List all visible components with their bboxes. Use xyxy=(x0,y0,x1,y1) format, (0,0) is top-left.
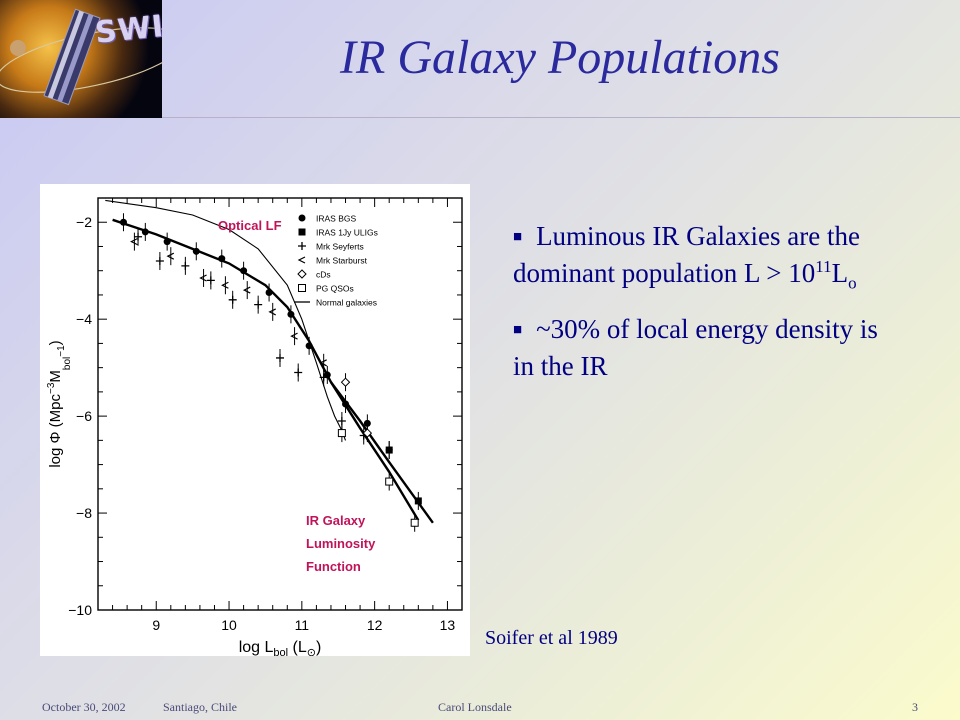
x-tick-label: 12 xyxy=(367,617,383,633)
bullet-1-text: Luminous IR Galaxies are the dominant po… xyxy=(513,221,860,288)
data-point-mrk-seyferts xyxy=(181,261,190,270)
x-tick-label: 11 xyxy=(295,617,310,633)
data-point-mrk-seyferts xyxy=(337,416,346,425)
data-point-iras-1jy-uligs xyxy=(385,446,393,454)
slide-title: IR Galaxy Populations xyxy=(340,31,780,84)
title-rule xyxy=(162,117,960,118)
data-point-mrk-seyferts xyxy=(155,257,164,266)
y-tick-label: −10 xyxy=(68,602,92,618)
data-point-iras-bgs xyxy=(363,419,371,427)
legend-label: cDs xyxy=(316,270,331,280)
bullet-1-subscript: o xyxy=(848,273,857,293)
square-bullet-icon: ■ xyxy=(513,228,523,245)
bullet-list: ■ Luminous IR Galaxies are the dominant p… xyxy=(513,218,893,404)
swire-logo: SWIRE xyxy=(0,0,162,118)
data-point-iras-bgs xyxy=(342,400,350,408)
data-point-cds xyxy=(340,377,351,387)
x-axis-label: log Lbol (L⊙) xyxy=(239,639,322,656)
legend-marker xyxy=(298,228,306,236)
data-point-iras-bgs xyxy=(240,267,248,275)
chart-svg: 9 10 11 12 13 −2 −4 −6 −8 −10 log Lbol (L⊙) log Φ (… xyxy=(46,197,463,659)
y-tick-label: −6 xyxy=(76,408,92,424)
data-point-mrk-starburst xyxy=(199,274,207,282)
legend-marker xyxy=(298,284,306,292)
data-point-mrk-seyferts xyxy=(319,373,328,382)
legend-label: PG QSOs xyxy=(316,284,354,294)
data-point-mrk-starburst xyxy=(268,308,276,316)
x-tick-label: 9 xyxy=(152,617,160,633)
data-point-cds xyxy=(362,428,373,438)
data-point-pg-qsos xyxy=(337,429,346,438)
ir-lf-label-line2: Luminosity xyxy=(306,536,376,551)
data-point-iras-bgs xyxy=(287,310,295,318)
bullet-2-text: ~30% of local energy density is in the I… xyxy=(513,313,878,381)
data-point-iras-bgs xyxy=(119,218,127,226)
data-point-iras-bgs xyxy=(141,228,149,236)
bullet-1: ■ Luminous IR Galaxies are the dominant p… xyxy=(513,218,893,291)
footer-page-number: 3 xyxy=(912,700,918,714)
legend-label: IRAS BGS xyxy=(316,214,356,224)
data-point-pg-qsos xyxy=(385,477,394,486)
luminosity-function-figure: 9 10 11 12 13 −2 −4 −6 −8 −10 log Lbol (L⊙) log Φ (… xyxy=(40,184,470,659)
data-point-mrk-seyferts xyxy=(206,276,215,285)
data-point-mrk-seyferts xyxy=(294,368,303,377)
data-point-mrk-seyferts xyxy=(134,232,143,241)
x-tick-label: 10 xyxy=(221,617,237,633)
legend-marker xyxy=(297,269,307,279)
data-point-mrk-starburst xyxy=(130,238,138,246)
ir-lf-label-line3: Function xyxy=(306,559,361,574)
data-point-iras-bgs xyxy=(163,238,171,246)
y-tick-label: −4 xyxy=(76,311,92,327)
legend-label: Mrk Seyferts xyxy=(316,242,364,252)
footer-location: Santiago, Chile xyxy=(163,700,237,714)
plot-frame xyxy=(97,197,463,611)
legend-marker xyxy=(298,214,306,222)
citation: Soifer et al 1989 xyxy=(485,627,618,649)
legend-label: Normal galaxies xyxy=(316,298,377,308)
legend-label: IRAS 1Jy ULIGs xyxy=(316,228,378,238)
bullet-2: ■ ~30% of local energy density is in the … xyxy=(513,311,893,384)
footer-date: October 30, 2002 xyxy=(42,700,126,714)
legend-marker xyxy=(298,242,306,250)
legend-marker xyxy=(297,256,306,264)
y-tick-label: −2 xyxy=(76,214,92,230)
y-axis-label: log Φ (Mpc−3Mbol−1) xyxy=(46,340,73,467)
x-tick-label: 13 xyxy=(440,617,456,633)
legend-label: Mrk Starburst xyxy=(316,256,368,266)
optical-lf-label: Optical LF xyxy=(218,218,282,233)
data-point-iras-bgs xyxy=(305,342,313,350)
footer-author: Carol Lonsdale xyxy=(438,700,512,714)
data-point-mrk-starburst xyxy=(242,286,251,294)
data-point-iras-bgs xyxy=(218,255,226,263)
curve-ir-fit xyxy=(112,218,434,524)
data-point-iras-1jy-uligs xyxy=(414,497,422,505)
telescope-icon xyxy=(0,8,162,106)
ir-lf-label-line1: IR Galaxy xyxy=(306,513,366,528)
data-point-mrk-starburst xyxy=(221,281,229,289)
data-point-mrk-starburst xyxy=(166,252,175,260)
data-point-iras-bgs xyxy=(192,247,200,255)
data-point-mrk-starburst xyxy=(319,359,327,367)
data-point-mrk-starburst xyxy=(290,332,298,340)
y-tick-label: −8 xyxy=(76,505,92,521)
square-bullet-icon: ■ xyxy=(513,321,523,338)
data-point-mrk-seyferts xyxy=(228,295,237,304)
data-point-mrk-seyferts xyxy=(276,353,284,362)
bullet-1-exponent: 11 xyxy=(815,256,832,276)
data-point-iras-bgs xyxy=(265,289,273,297)
bullet-1-symbol: L xyxy=(831,257,849,288)
data-point-pg-qsos xyxy=(410,518,419,527)
data-point-iras-bgs xyxy=(323,371,331,379)
data-point-mrk-seyferts xyxy=(254,300,263,309)
